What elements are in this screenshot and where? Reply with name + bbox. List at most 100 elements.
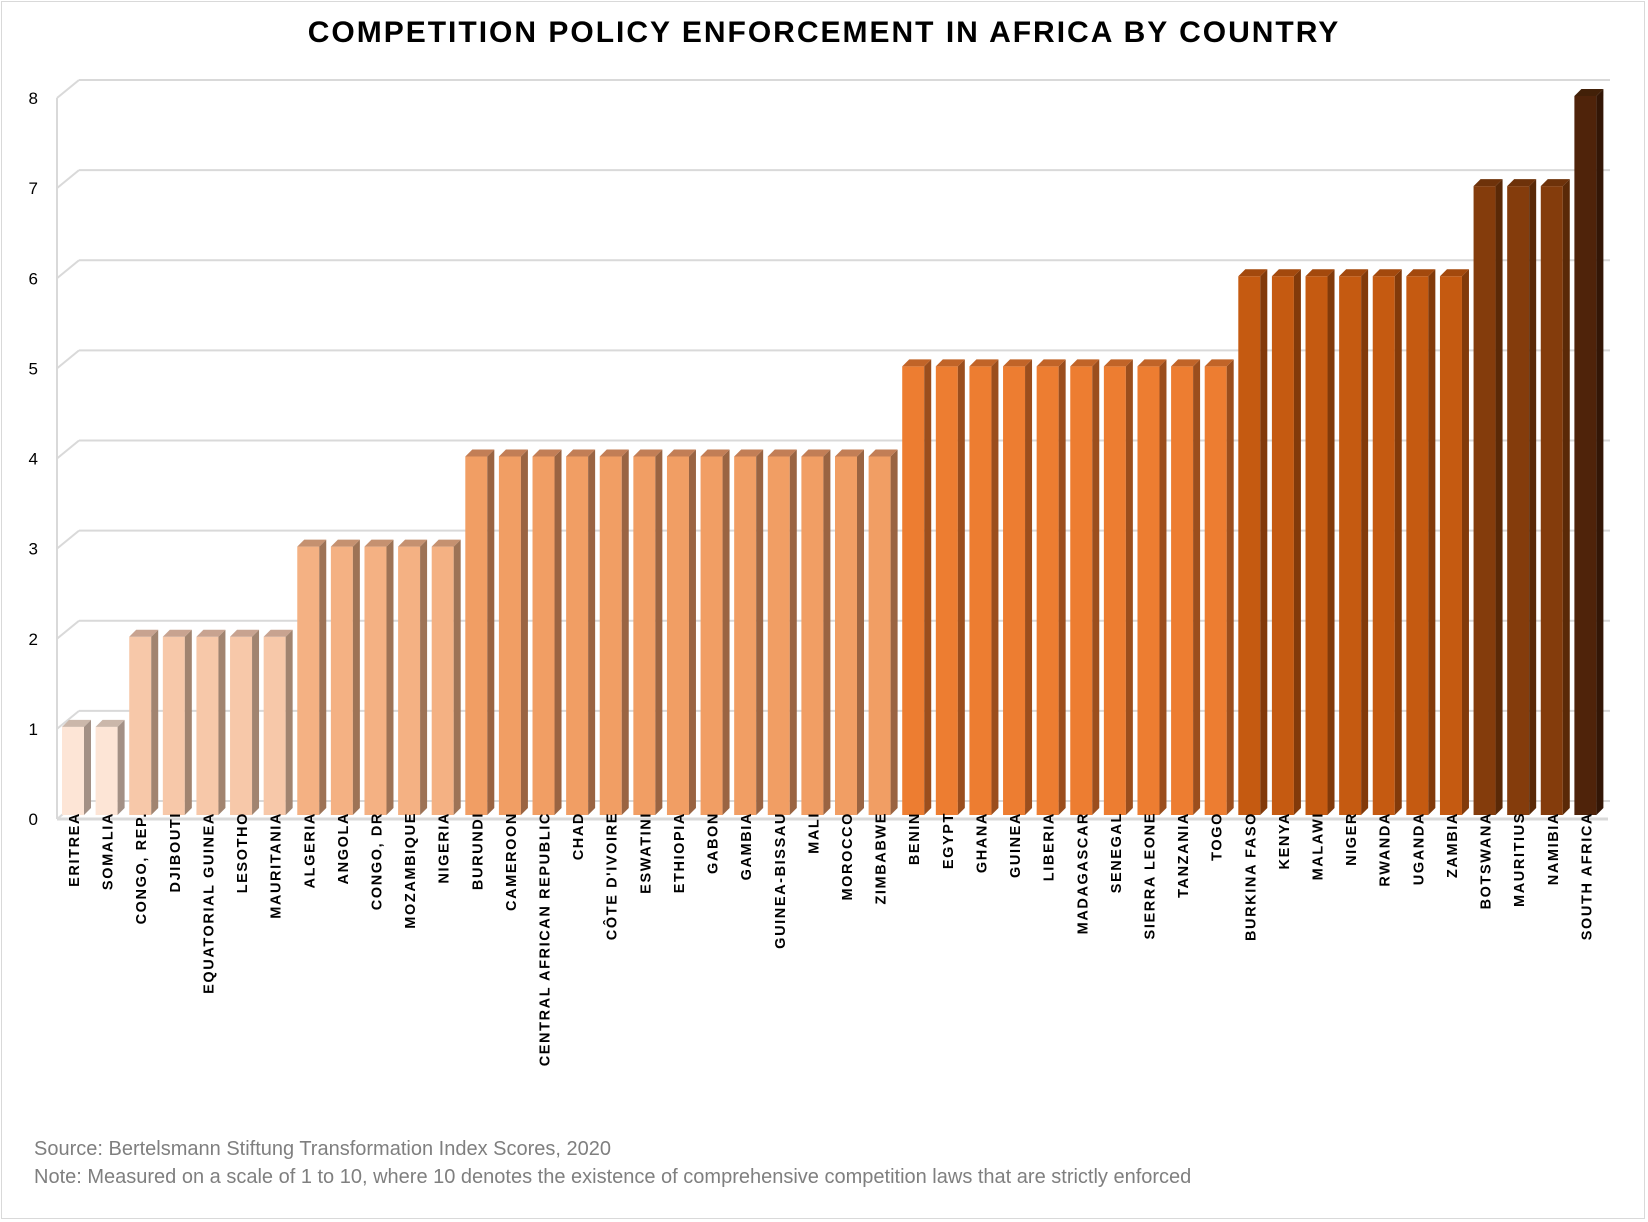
- bar: [230, 629, 260, 815]
- bar-top: [230, 629, 260, 637]
- x-tick-label: MOZAMBIQUE: [403, 812, 419, 929]
- bar-top: [734, 449, 764, 457]
- bar-front: [969, 366, 992, 815]
- bar-top: [1339, 269, 1369, 277]
- bar-top: [1439, 269, 1469, 277]
- y-tick-label: 4: [29, 450, 38, 469]
- bar-side: [218, 629, 226, 815]
- y-tick-label: 6: [29, 269, 38, 288]
- bar-side: [520, 449, 528, 815]
- bar-side: [588, 449, 596, 815]
- bar-front: [1439, 276, 1462, 815]
- bar: [566, 449, 596, 815]
- bar-top: [801, 449, 831, 457]
- bar-side: [756, 449, 764, 815]
- bar-side: [722, 449, 730, 815]
- bar-top: [566, 449, 596, 457]
- bar: [1540, 179, 1570, 815]
- bar: [1103, 359, 1133, 815]
- bar-top: [1036, 359, 1066, 367]
- x-tick-label: MALAWI: [1311, 812, 1327, 880]
- bar-front: [868, 456, 891, 815]
- bar-top: [1305, 269, 1335, 277]
- y-axis-tick-labels: 0 1 2 3 4 5 6 7 8: [29, 89, 38, 829]
- bar-side: [184, 629, 192, 815]
- bar-top: [633, 449, 663, 457]
- bar-side: [1529, 179, 1537, 815]
- y-tick-label: 2: [29, 630, 38, 649]
- bar-front: [1305, 276, 1328, 815]
- bar: [969, 359, 999, 815]
- bar-side: [924, 359, 932, 815]
- bar-front: [95, 726, 118, 815]
- x-tick-label: ANGOLA: [336, 812, 352, 884]
- x-tick-label: MAURITIUS: [1512, 812, 1528, 907]
- bar-side: [1461, 269, 1469, 815]
- bar: [129, 629, 159, 815]
- bar-top: [599, 449, 629, 457]
- bar-front: [1406, 276, 1429, 815]
- bar-front: [162, 636, 185, 815]
- bar: [532, 449, 562, 815]
- bar-side: [487, 449, 495, 815]
- bar-side: [554, 449, 562, 815]
- bar-front: [297, 546, 320, 815]
- bar-side: [151, 629, 159, 815]
- bar-front: [835, 456, 857, 815]
- x-tick-label: SIERRA LEONE: [1142, 812, 1158, 939]
- x-tick-label: ALGERIA: [302, 812, 318, 888]
- bar: [1339, 269, 1369, 815]
- bar-front: [129, 636, 152, 815]
- bar: [902, 359, 932, 815]
- bar-front: [431, 546, 454, 815]
- bar-top: [868, 449, 898, 457]
- bar-side: [84, 719, 91, 815]
- bar-front: [767, 456, 790, 815]
- x-tick-label: ZAMBIA: [1445, 812, 1461, 878]
- x-tick-label: MADAGASCAR: [1075, 812, 1091, 934]
- bar-side: [991, 359, 999, 815]
- x-tick-label: SOUTH AFRICA: [1579, 812, 1595, 940]
- bar: [196, 629, 226, 815]
- bar: [835, 449, 864, 815]
- bar: [498, 449, 528, 815]
- bar-top: [1103, 359, 1133, 367]
- bar-top: [1574, 89, 1604, 96]
- bar-top: [297, 539, 327, 547]
- bar: [263, 629, 293, 815]
- bar-front: [1540, 186, 1563, 815]
- bar-side: [1226, 359, 1234, 815]
- bar: [734, 449, 764, 815]
- bar-front: [902, 366, 925, 815]
- y-tick-label: 8: [29, 89, 38, 108]
- bar-front: [498, 456, 521, 815]
- bar-top: [1238, 269, 1268, 277]
- gridline-side: [56, 79, 80, 99]
- x-tick-label: TANZANIA: [1176, 812, 1192, 898]
- bar: [801, 449, 831, 815]
- x-tick-label: GUINEA: [1008, 812, 1024, 878]
- bar-top: [902, 359, 932, 367]
- bar-front: [364, 546, 387, 815]
- bar-front: [1339, 276, 1362, 815]
- bar-side: [1562, 179, 1570, 815]
- bar-front: [1574, 96, 1597, 815]
- x-tick-label: ZIMBABWE: [874, 812, 890, 905]
- x-tick-label: NIGERIA: [437, 812, 453, 884]
- bar-front: [700, 456, 723, 815]
- bar: [1171, 359, 1201, 815]
- x-tick-label: GUINEA-BISSAU: [773, 812, 789, 949]
- gridline-side: [56, 349, 80, 370]
- x-tick-label: SOMALIA: [101, 812, 117, 890]
- x-tick-label: RWANDA: [1378, 812, 1394, 887]
- x-tick-label: GAMBIA: [739, 812, 755, 880]
- bar-top: [835, 449, 864, 457]
- chart-title: COMPETITION POLICY ENFORCEMENT IN AFRICA…: [307, 16, 1341, 49]
- bar: [62, 719, 91, 815]
- x-tick-label: CÔTE D'IVOIRE: [603, 812, 621, 940]
- bar-top: [498, 449, 528, 457]
- bar-side: [1025, 359, 1033, 815]
- bar-front: [1238, 276, 1261, 815]
- bar-side: [823, 449, 831, 815]
- y-tick-label: 7: [29, 179, 38, 198]
